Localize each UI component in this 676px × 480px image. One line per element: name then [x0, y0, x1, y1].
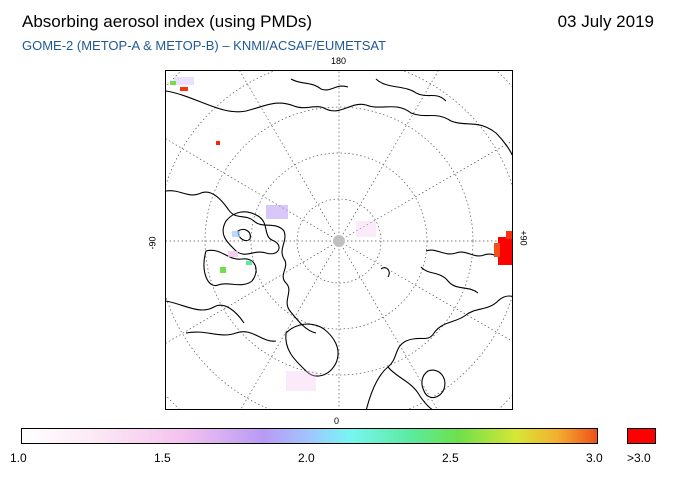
longitude-label-bottom: 0 — [334, 416, 340, 426]
meridian-lines — [166, 71, 512, 409]
longitude-label-top: 180 — [331, 56, 347, 66]
colorbar — [21, 428, 598, 444]
colorbar-tick: 3.0 — [586, 451, 603, 465]
polar-map-canvas — [166, 71, 512, 409]
map-title: Absorbing aerosol index (using PMDs) — [22, 12, 313, 31]
colorbar-overflow-swatch — [627, 428, 656, 444]
colorbar-tick: 2.0 — [298, 451, 315, 465]
pole-no-data — [333, 235, 345, 247]
aerosol-patches — [170, 77, 512, 391]
colorbar-tick: 2.5 — [442, 451, 459, 465]
colorbar-overflow-label: >3.0 — [627, 451, 651, 465]
map-subtitle: GOME-2 (METOP-A & METOP-B) – KNMI/ACSAF/… — [22, 38, 387, 53]
longitude-label-left: -90 — [147, 236, 158, 250]
longitude-label-right: +90 — [518, 230, 529, 246]
map-date: 03 July 2019 — [557, 12, 654, 31]
coastlines — [166, 78, 512, 409]
colorbar-tick: 1.5 — [154, 451, 171, 465]
colorbar-tick: 1.0 — [10, 451, 27, 465]
polar-map — [165, 70, 513, 410]
